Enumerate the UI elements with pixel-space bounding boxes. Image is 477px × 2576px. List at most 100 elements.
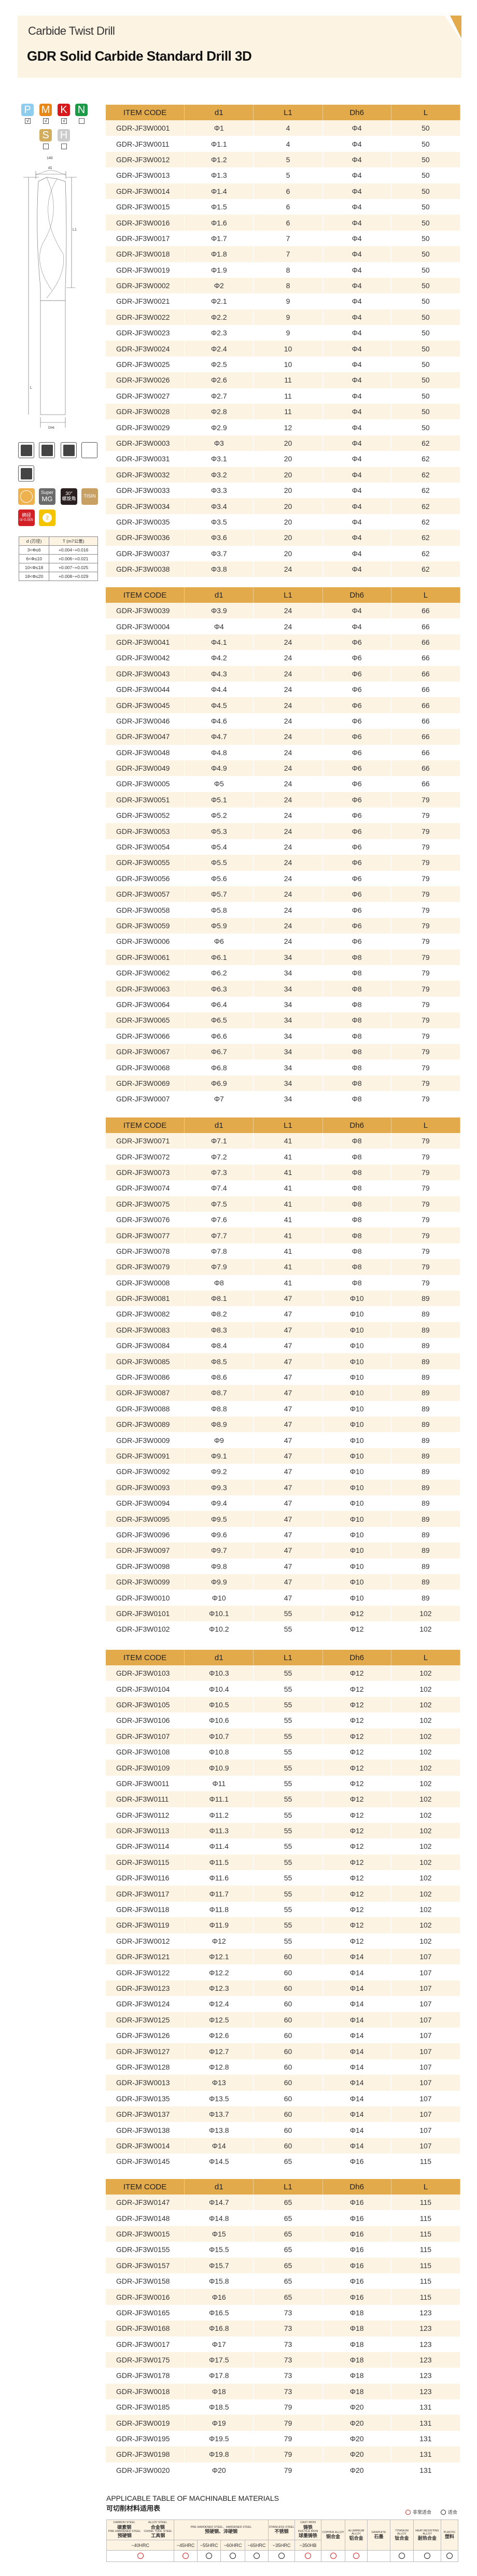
depth-3d-icon — [18, 465, 34, 482]
dh6-cell: Φ10 — [323, 1369, 391, 1385]
table-row: GDR-JF3W0017 Φ17 73 Φ18 123 — [106, 2336, 461, 2352]
d1-cell: Φ12.3 — [185, 1980, 254, 1997]
dh6-cell: Φ4 — [323, 341, 391, 357]
d1-cell: Φ5.1 — [185, 791, 254, 808]
l1-cell: 55 — [254, 1854, 323, 1871]
l1-cell: 6 — [254, 215, 323, 231]
d1-cell: Φ1.7 — [185, 230, 254, 247]
item-code: GDR-JF3W0067 — [106, 1043, 185, 1060]
dh6-cell: Φ6 — [323, 791, 391, 808]
table-row: GDR-JF3W0099 Φ9.9 47 Φ10 89 — [106, 1574, 461, 1590]
hardened-en: PRE HARDENED STEEL、HARDENED STEEL — [190, 2525, 252, 2529]
dh6-cell: Φ10 — [323, 1385, 391, 1401]
table-row: GDR-JF3W0002 Φ2 8 Φ4 50 — [106, 277, 461, 294]
table-row: GDR-JF3W0124 Φ12.4 60 Φ14 107 — [106, 1996, 461, 2012]
dh6-cell: Φ10 — [323, 1574, 391, 1590]
item-code: GDR-JF3W0094 — [106, 1495, 185, 1511]
very-suitable-icon — [137, 2552, 144, 2559]
item-code: GDR-JF3W0111 — [106, 1791, 185, 1807]
item-code: GDR-JF3W0083 — [106, 1322, 185, 1338]
l1-cell: 6 — [254, 183, 323, 199]
l1-cell: 41 — [254, 1133, 323, 1149]
l1-cell: 41 — [254, 1243, 323, 1259]
stainless-en: STAINLESS STEEL — [269, 2525, 294, 2529]
item-code: GDR-JF3W0102 — [106, 1621, 185, 1637]
dh6-cell: Φ6 — [323, 760, 391, 776]
item-code: GDR-JF3W0106 — [106, 1712, 185, 1729]
d1-cell: Φ3.3 — [185, 482, 254, 499]
carbon-steel-en: CARBON STEEL — [113, 2521, 135, 2525]
l1-cell: 60 — [254, 2106, 323, 2122]
item-code: GDR-JF3W0042 — [106, 650, 185, 666]
table-row: GDR-JF3W0198 Φ19.8 79 Φ20 131 — [106, 2446, 461, 2462]
table-row: GDR-JF3W0012 Φ12 55 Φ12 102 — [106, 1933, 461, 1949]
l-cell: 89 — [391, 1338, 461, 1354]
applicable-title: APPLICABLE TABLE OF MACHINABLE MATERIALS — [106, 2494, 279, 2502]
item-code: GDR-JF3W0091 — [106, 1448, 185, 1464]
d1-cell: Φ2.2 — [185, 309, 254, 325]
d1-cell: Φ14.7 — [185, 2195, 254, 2211]
item-code: GDR-JF3W0016 — [106, 2289, 185, 2305]
dh6-cell: Φ16 — [323, 2289, 391, 2305]
l-cell: 102 — [391, 1901, 461, 1918]
dh6-cell: Φ14 — [323, 2122, 391, 2138]
dh6-cell: Φ4 — [323, 215, 391, 231]
dh6-cell: Φ8 — [323, 1133, 391, 1149]
table-row: GDR-JF3W0059 Φ5.9 24 Φ6 79 — [106, 917, 461, 934]
table-row: GDR-JF3W0057 Φ5.7 24 Φ6 79 — [106, 886, 461, 902]
table-row: GDR-JF3W0013 Φ1.3 5 Φ4 50 — [106, 167, 461, 183]
stainless-cn: 不锈钢 — [274, 2528, 289, 2534]
material-h-badge: H — [58, 129, 70, 141]
table-row: GDR-JF3W0115 Φ11.5 55 Φ12 102 — [106, 1854, 461, 1871]
chisel-tool-cn: 工具钢 — [151, 2533, 165, 2539]
group-plastic: PLASTIC 塑料 — [441, 2520, 458, 2551]
d1-cell: Φ13.7 — [185, 2106, 254, 2122]
alloy-steel-en: ALLOY STEEL — [148, 2521, 167, 2525]
l1-cell: 47 — [254, 1306, 323, 1322]
l1-cell: 60 — [254, 2027, 323, 2044]
table-row: GDR-JF3W0045 Φ4.5 24 Φ6 66 — [106, 697, 461, 713]
l-cell: 50 — [391, 325, 461, 341]
dh6-cell: Φ12 — [323, 1696, 391, 1713]
item-code: GDR-JF3W0013 — [106, 2075, 185, 2091]
table-row: GDR-JF3W0011 Φ11 55 Φ12 102 — [106, 1775, 461, 1792]
column-header: L1 — [254, 1650, 323, 1665]
table-row: GDR-JF3W0092 Φ9.2 47 Φ10 89 — [106, 1464, 461, 1480]
l1-cell: 47 — [254, 1290, 323, 1307]
table-row: GDR-JF3W0088 Φ8.8 47 Φ10 89 — [106, 1400, 461, 1417]
l-cell: 123 — [391, 2336, 461, 2352]
table-row: GDR-JF3W0101 Φ10.1 55 Φ12 102 — [106, 1605, 461, 1622]
dh6-cell: Φ16 — [323, 2154, 391, 2170]
l1-cell: 60 — [254, 2043, 323, 2059]
l-cell: 66 — [391, 650, 461, 666]
column-header: L1 — [254, 587, 323, 603]
copper-cn: 铜合金 — [326, 2533, 340, 2539]
l1-cell: 24 — [254, 886, 323, 902]
table-row: GDR-JF3W0017 Φ1.7 7 Φ4 50 — [106, 230, 461, 247]
table-row: GDR-JF3W0012 Φ1.2 5 Φ4 50 — [106, 151, 461, 168]
dh6-cell: Φ6 — [323, 839, 391, 855]
l1-cell: 41 — [254, 1259, 323, 1275]
l-cell: 62 — [391, 435, 461, 451]
hardness: ~350HB — [294, 2540, 321, 2551]
l-cell: 50 — [391, 356, 461, 373]
table-row: GDR-JF3W0039 Φ3.9 24 Φ4 66 — [106, 603, 461, 619]
d1-cell: Φ14.5 — [185, 2154, 254, 2170]
dh6-cell: Φ14 — [323, 1980, 391, 1997]
d1-cell: Φ14 — [185, 2138, 254, 2154]
l1-cell: 8 — [254, 262, 323, 278]
table-row: GDR-JF3W0046 Φ4.6 24 Φ6 66 — [106, 713, 461, 729]
item-code: GDR-JF3W0005 — [106, 776, 185, 792]
l1-cell: 60 — [254, 1949, 323, 1965]
d1-cell: Φ9 — [185, 1432, 254, 1448]
d1-cell: Φ12.1 — [185, 1949, 254, 1965]
flute-count: 2 — [43, 513, 52, 522]
l1-cell: 73 — [254, 2336, 323, 2352]
item-code: GDR-JF3W0028 — [106, 404, 185, 420]
item-code: GDR-JF3W0092 — [106, 1464, 185, 1480]
l-cell: 102 — [391, 1807, 461, 1823]
d1-cell: Φ5.9 — [185, 917, 254, 934]
item-code: GDR-JF3W0008 — [106, 1275, 185, 1291]
l-cell: 115 — [391, 2242, 461, 2258]
table-body: GDR-JF3W0039 Φ3.9 24 Φ4 66 GDR-JF3W0004 Φ4 24 Φ4… — [106, 603, 461, 1107]
